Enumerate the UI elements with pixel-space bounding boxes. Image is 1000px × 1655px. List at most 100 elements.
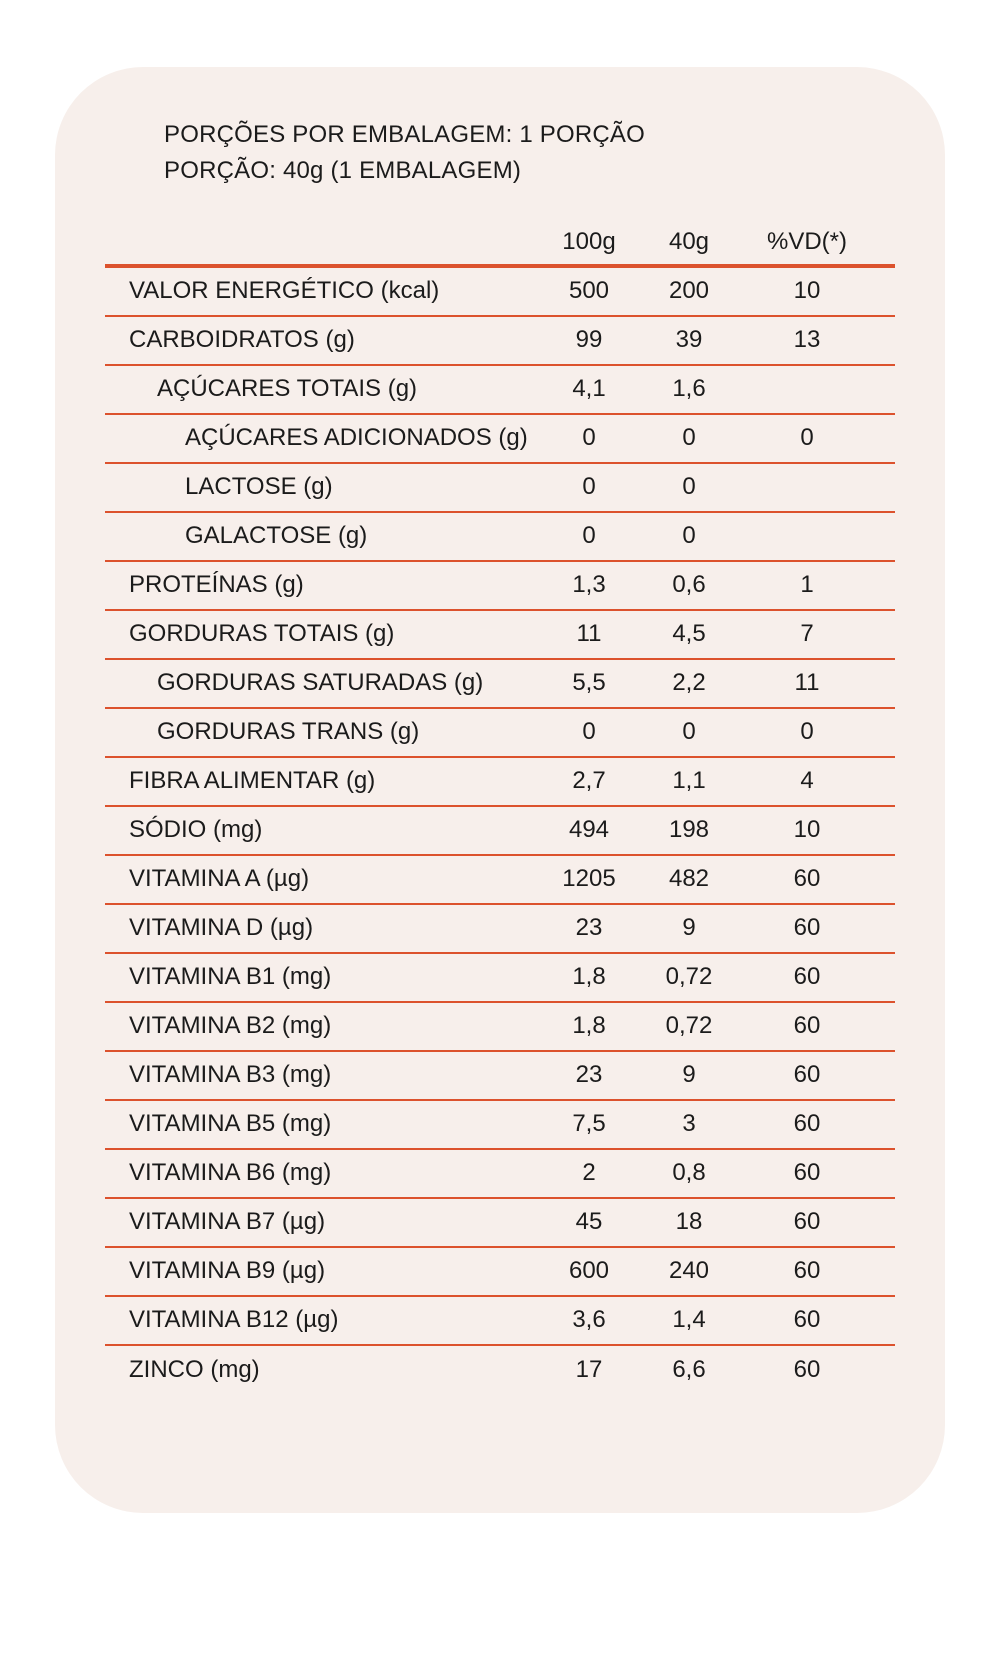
- table-row: VITAMINA D (µg) 23 9 60: [105, 905, 895, 954]
- value-vd: 60: [793, 1208, 821, 1236]
- value-100g: 11: [576, 620, 602, 648]
- value-vd: 7: [800, 620, 814, 648]
- table-row: PROTEÍNAS (g) 1,3 0,6 1: [105, 562, 895, 611]
- servings-per-package-text: PORÇÕES POR EMBALAGEM: 1 PORÇÃO: [164, 121, 645, 148]
- nutrient-label: VITAMINA B5 (mg): [129, 1110, 332, 1138]
- value-100g: 7,5: [572, 1110, 606, 1138]
- value-100g: 2: [582, 1159, 596, 1187]
- value-100g: 99: [575, 326, 603, 354]
- nutrient-label: VITAMINA D (µg): [129, 914, 314, 942]
- table-row: GORDURAS TRANS (g) 0 0 0: [105, 709, 895, 758]
- table-row: GORDURAS TOTAIS (g) 11 4,5 7: [105, 611, 895, 660]
- nutrient-label: VITAMINA B7 (µg): [129, 1208, 326, 1236]
- value-vd: 60: [793, 1356, 821, 1384]
- value-40g: 0,8: [672, 1159, 706, 1187]
- value-vd: 60: [793, 1159, 821, 1187]
- nutrient-label: GORDURAS SATURADAS (g): [157, 669, 484, 697]
- table-row: GALACTOSE (g) 0 0: [105, 513, 895, 562]
- value-40g: 39: [675, 326, 703, 354]
- value-40g: 18: [675, 1208, 703, 1236]
- value-100g: 1,3: [572, 571, 606, 599]
- value-40g: 0,72: [665, 963, 713, 991]
- nutrient-label: VITAMINA B2 (mg): [129, 1012, 332, 1040]
- table-row: GORDURAS SATURADAS (g) 5,5 2,2 11: [105, 660, 895, 709]
- nutrition-table: 100g 40g %VD(*) VALOR ENERGÉTICO (kcal) …: [105, 189, 895, 1395]
- value-40g: 9: [682, 1061, 696, 1089]
- value-40g: 6,6: [672, 1356, 706, 1384]
- table-row: VITAMINA B3 (mg) 23 9 60: [105, 1052, 895, 1101]
- table-row: VITAMINA A (µg) 1205 482 60: [105, 856, 895, 905]
- value-100g: 5,5: [572, 669, 606, 697]
- nutrient-label: GORDURAS TRANS (g): [157, 718, 420, 746]
- value-vd: 0: [800, 424, 814, 452]
- value-vd: 60: [793, 1257, 821, 1285]
- value-100g: 0: [582, 718, 596, 746]
- value-vd: 60: [793, 1012, 821, 1040]
- value-100g: 3,6: [572, 1306, 606, 1334]
- table-row: LACTOSE (g) 0 0: [105, 464, 895, 513]
- value-40g: 4,5: [672, 620, 706, 648]
- nutrient-label: AÇÚCARES ADICIONADOS (g): [185, 424, 528, 452]
- value-40g: 0: [682, 522, 696, 550]
- value-100g: 0: [582, 522, 596, 550]
- nutrient-label: VITAMINA B1 (mg): [129, 963, 332, 991]
- value-40g: 1,1: [672, 767, 706, 795]
- table-header-row: 100g 40g %VD(*): [105, 189, 895, 268]
- value-vd: 60: [793, 865, 821, 893]
- value-100g: 500: [568, 277, 610, 305]
- value-100g: 23: [575, 1061, 603, 1089]
- value-100g: 23: [575, 914, 603, 942]
- nutrient-label: GALACTOSE (g): [185, 522, 368, 550]
- value-40g: 198: [668, 816, 710, 844]
- value-40g: 0: [682, 473, 696, 501]
- value-vd: 60: [793, 1061, 821, 1089]
- value-40g: 0,6: [672, 571, 706, 599]
- value-100g: 17: [575, 1356, 603, 1384]
- value-100g: 1,8: [572, 963, 606, 991]
- table-row: VITAMINA B2 (mg) 1,8 0,72 60: [105, 1003, 895, 1052]
- nutrient-label: VITAMINA B9 (µg): [129, 1257, 326, 1285]
- table-row: VITAMINA B6 (mg) 2 0,8 60: [105, 1150, 895, 1199]
- nutrient-label: FIBRA ALIMENTAR (g): [129, 767, 376, 795]
- table-row: FIBRA ALIMENTAR (g) 2,7 1,1 4: [105, 758, 895, 807]
- value-40g: 200: [668, 277, 710, 305]
- value-vd: 4: [800, 767, 814, 795]
- value-100g: 45: [575, 1208, 603, 1236]
- value-vd: 60: [793, 1110, 821, 1138]
- value-vd: 60: [793, 914, 821, 942]
- table-row: VITAMINA B9 (µg) 600 240 60: [105, 1248, 895, 1297]
- table-row: VITAMINA B5 (mg) 7,5 3 60: [105, 1101, 895, 1150]
- nutrient-label: LACTOSE (g): [185, 473, 333, 501]
- value-40g: 482: [668, 865, 710, 893]
- table-row: CARBOIDRATOS (g) 99 39 13: [105, 317, 895, 366]
- value-vd: 13: [793, 326, 821, 354]
- nutrient-label: VITAMINA B3 (mg): [129, 1061, 332, 1089]
- nutrient-label: AÇÚCARES TOTAIS (g): [157, 375, 418, 403]
- value-vd: 10: [793, 816, 821, 844]
- nutrient-label: VALOR ENERGÉTICO (kcal): [129, 277, 440, 305]
- value-vd: 0: [800, 718, 814, 746]
- table-row: VITAMINA B7 (µg) 45 18 60: [105, 1199, 895, 1248]
- nutrient-label: VITAMINA A (µg): [129, 865, 310, 893]
- table-body: VALOR ENERGÉTICO (kcal) 500 200 10 CARBO…: [105, 268, 895, 1395]
- serving-info: PORÇÕES POR EMBALAGEM: 1 PORÇÃO PORÇÃO: …: [164, 67, 895, 189]
- table-row: AÇÚCARES TOTAIS (g) 4,1 1,6: [105, 366, 895, 415]
- value-100g: 1,8: [572, 1012, 606, 1040]
- nutrient-label: ZINCO (mg): [129, 1356, 260, 1384]
- table-row: SÓDIO (mg) 494 198 10: [105, 807, 895, 856]
- nutrition-facts-card: PORÇÕES POR EMBALAGEM: 1 PORÇÃO PORÇÃO: …: [55, 67, 945, 1513]
- value-100g: 0: [582, 473, 596, 501]
- nutrient-label: CARBOIDRATOS (g): [129, 326, 355, 354]
- table-row: ZINCO (mg) 17 6,6 60: [105, 1346, 895, 1395]
- nutrient-label: SÓDIO (mg): [129, 816, 263, 844]
- value-vd: 11: [794, 669, 820, 697]
- column-header-100g: 100g: [562, 227, 616, 255]
- value-vd: 60: [793, 963, 821, 991]
- nutrient-label: VITAMINA B6 (mg): [129, 1159, 332, 1187]
- value-100g: 1205: [562, 865, 616, 893]
- nutrient-label: VITAMINA B12 (µg): [129, 1306, 339, 1334]
- value-100g: 4,1: [572, 375, 606, 403]
- value-40g: 3: [682, 1110, 696, 1138]
- value-40g: 0: [682, 718, 696, 746]
- value-100g: 2,7: [572, 767, 606, 795]
